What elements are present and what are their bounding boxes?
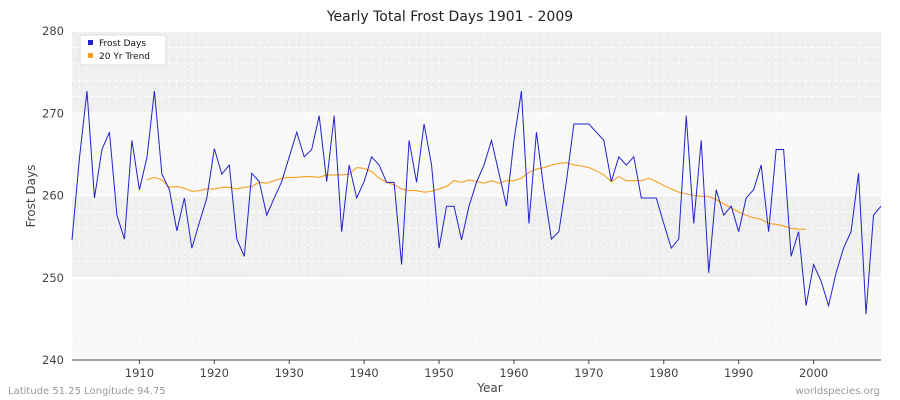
y-tick-label: 260 [42, 189, 64, 203]
footer-source: worldspecies.org [796, 386, 880, 397]
y-tick-label: 280 [42, 24, 64, 38]
series-group [71, 90, 882, 314]
x-tick-label: 1990 [724, 366, 753, 380]
x-tick-label: 2000 [799, 366, 828, 380]
legend-swatch-frost-days [88, 40, 93, 45]
axes: 240 250 260 270 280 1910 1920 1930 1940 1950 1960 1… [42, 24, 881, 380]
x-tick-label: 1980 [649, 366, 678, 380]
legend-label-frost-days: Frost Days [99, 39, 146, 49]
x-tick-label: 1930 [275, 366, 304, 380]
grid [72, 30, 881, 361]
y-tick-label: 240 [42, 353, 64, 367]
x-axis-label: Year [476, 381, 502, 395]
legend-label-20-yr-trend: 20 Yr Trend [99, 52, 150, 62]
footer-coordinates: Latitude 51.25 Longitude 94.75 [8, 386, 166, 397]
x-tick-label: 1970 [574, 366, 603, 380]
legend: Frost Days 20 Yr Trend [79, 34, 167, 66]
x-tick-label: 1910 [125, 366, 154, 380]
y-tick-label: 270 [42, 106, 64, 120]
x-tick-label: 1920 [200, 366, 229, 380]
y-tick-label: 250 [42, 271, 64, 285]
legend-swatch-20-yr-trend [88, 53, 93, 58]
series-line-frost-days [71, 90, 882, 314]
chart-title: Yearly Total Frost Days 1901 - 2009 [326, 9, 573, 25]
y-axis-label: Frost Days [24, 165, 38, 228]
x-tick-label: 1950 [424, 366, 453, 380]
x-tick-label: 1960 [499, 366, 528, 380]
legend-box [79, 34, 167, 66]
x-tick-label: 1940 [349, 366, 378, 380]
